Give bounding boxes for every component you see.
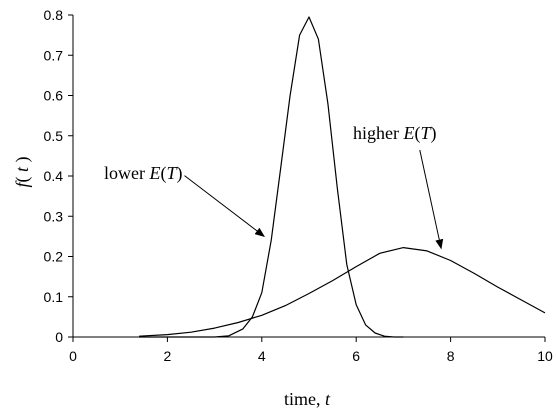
series-line-1 bbox=[139, 247, 546, 337]
y-tick-label: 0.8 bbox=[44, 7, 64, 23]
x-tick-label: 10 bbox=[537, 348, 553, 364]
annotation-arrow-1 bbox=[419, 149, 444, 250]
y-tick-label: 0.4 bbox=[44, 168, 64, 184]
annotation-lower-label: lower E(T) bbox=[104, 163, 183, 184]
y-tick-label: 0.3 bbox=[44, 208, 64, 224]
x-tick-label: 6 bbox=[352, 348, 360, 364]
y-tick-label: 0.5 bbox=[44, 128, 64, 144]
x-tick-labels: 0 2 4 6 8 10 bbox=[69, 348, 553, 364]
annotation-arrow-0 bbox=[184, 175, 265, 237]
annotations: lower E(T) higher E(T) bbox=[104, 123, 444, 250]
y-axis-label: f( t ) bbox=[12, 156, 33, 187]
series-lines bbox=[139, 16, 546, 338]
y-tick-label: 0.1 bbox=[44, 289, 64, 305]
series-line-0 bbox=[139, 16, 404, 338]
y-tick-label: 0 bbox=[55, 329, 63, 345]
x-tick-label: 4 bbox=[258, 348, 266, 364]
x-tick-label: 2 bbox=[164, 348, 172, 364]
annotation-higher-label: higher E(T) bbox=[353, 123, 437, 144]
y-tick-label: 0.7 bbox=[44, 47, 64, 63]
x-tick-label: 8 bbox=[447, 348, 455, 364]
y-tick-label: 0.2 bbox=[44, 249, 64, 265]
x-tick-label: 0 bbox=[69, 348, 77, 364]
x-axis-label: time, t bbox=[284, 389, 331, 409]
y-tick-label: 0.6 bbox=[44, 88, 64, 104]
y-tick-labels: 0 0.1 0.2 0.3 0.4 0.5 0.6 0.7 0.8 bbox=[44, 7, 64, 345]
